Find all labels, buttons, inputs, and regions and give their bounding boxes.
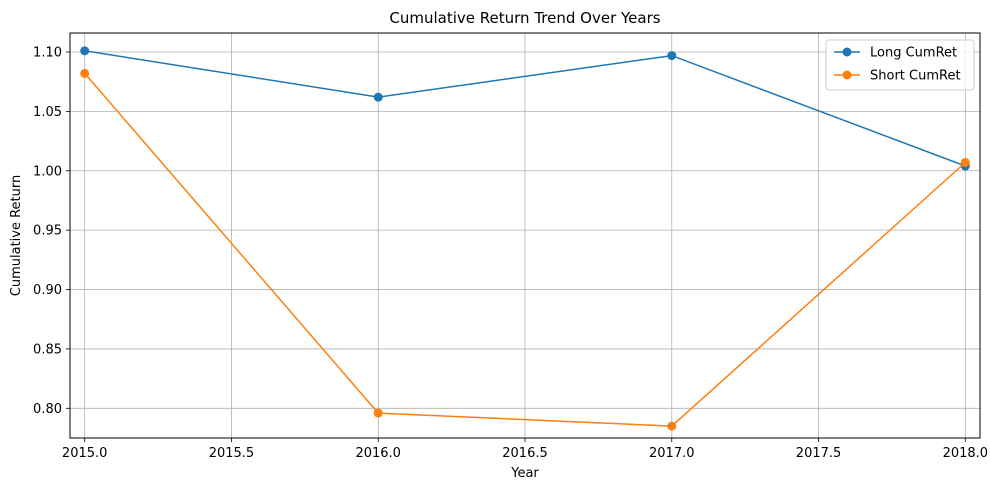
data-point-short-cumret xyxy=(960,157,970,167)
y-axis-ticks: 0.80 0.85 0.90 0.95 1.00 1.05 1.10 xyxy=(33,46,70,417)
legend-marker-short xyxy=(842,70,852,80)
y-tick-label: 1.00 xyxy=(33,164,62,179)
y-tick-label: 1.05 xyxy=(33,105,62,120)
data-point-long-cumret xyxy=(667,51,677,61)
legend-box xyxy=(825,39,975,91)
x-tick-label: 2015.5 xyxy=(209,446,255,461)
y-tick-label: 0.95 xyxy=(33,224,62,239)
grid xyxy=(70,33,980,438)
series-line-long-cumret xyxy=(84,50,966,167)
data-point-long-cumret xyxy=(80,46,90,56)
x-tick-label: 2017.5 xyxy=(796,446,842,461)
series-group xyxy=(80,46,970,431)
legend-label-long: Long CumRet xyxy=(870,46,957,61)
y-tick-label: 0.90 xyxy=(33,283,62,298)
y-tick-label: 0.80 xyxy=(33,402,62,417)
x-axis-ticks: 2015.0 2015.5 2016.0 2016.5 2017.0 2017.5 2018… xyxy=(62,438,988,461)
x-tick-label: 2016.0 xyxy=(355,446,401,461)
legend-label-short: Short CumRet xyxy=(870,69,961,84)
y-tick-label: 1.10 xyxy=(33,46,62,61)
x-axis-label: Year xyxy=(510,466,539,481)
y-tick-label: 0.85 xyxy=(33,342,62,357)
y-axis-label: Cumulative Return xyxy=(9,175,24,296)
legend: Long CumRet Short CumRet xyxy=(825,39,975,91)
data-point-short-cumret xyxy=(667,421,677,431)
data-point-short-cumret xyxy=(80,68,90,78)
data-point-long-cumret xyxy=(373,92,383,102)
x-tick-label: 2016.5 xyxy=(502,446,548,461)
x-tick-label: 2017.0 xyxy=(649,446,695,461)
data-point-short-cumret xyxy=(373,408,383,418)
x-tick-label: 2015.0 xyxy=(62,446,108,461)
legend-marker-long xyxy=(842,47,852,57)
chart-title: Cumulative Return Trend Over Years xyxy=(389,9,660,27)
series-line-short-cumret xyxy=(84,72,966,427)
x-tick-label: 2018.0 xyxy=(943,446,989,461)
